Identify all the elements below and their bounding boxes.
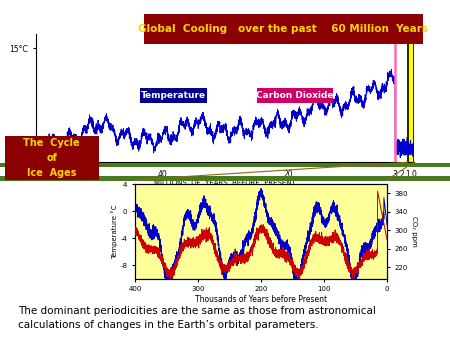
Text: Global  Cooling   over the past    60 Million  Years: Global Cooling over the past 60 Million … bbox=[139, 24, 428, 34]
Text: The dominant periodicities are the same as those from astronomical
calculations : The dominant periodicities are the same … bbox=[18, 306, 376, 330]
Text: The  Cycle
of
Ice  Ages: The Cycle of Ice Ages bbox=[23, 138, 80, 178]
Text: Temperature: Temperature bbox=[141, 91, 206, 100]
Y-axis label: CO₂ ppm: CO₂ ppm bbox=[411, 216, 417, 247]
X-axis label: Thousands of Years before Present: Thousands of Years before Present bbox=[195, 295, 327, 304]
Bar bbox=[408, 19, 414, 166]
Text: Carbon Dioxide: Carbon Dioxide bbox=[256, 91, 333, 100]
X-axis label: MILLIONS  OF  YEARS  BEFORE  PRESENT: MILLIONS OF YEARS BEFORE PRESENT bbox=[154, 180, 296, 186]
Y-axis label: Temperature °C: Temperature °C bbox=[111, 204, 117, 259]
